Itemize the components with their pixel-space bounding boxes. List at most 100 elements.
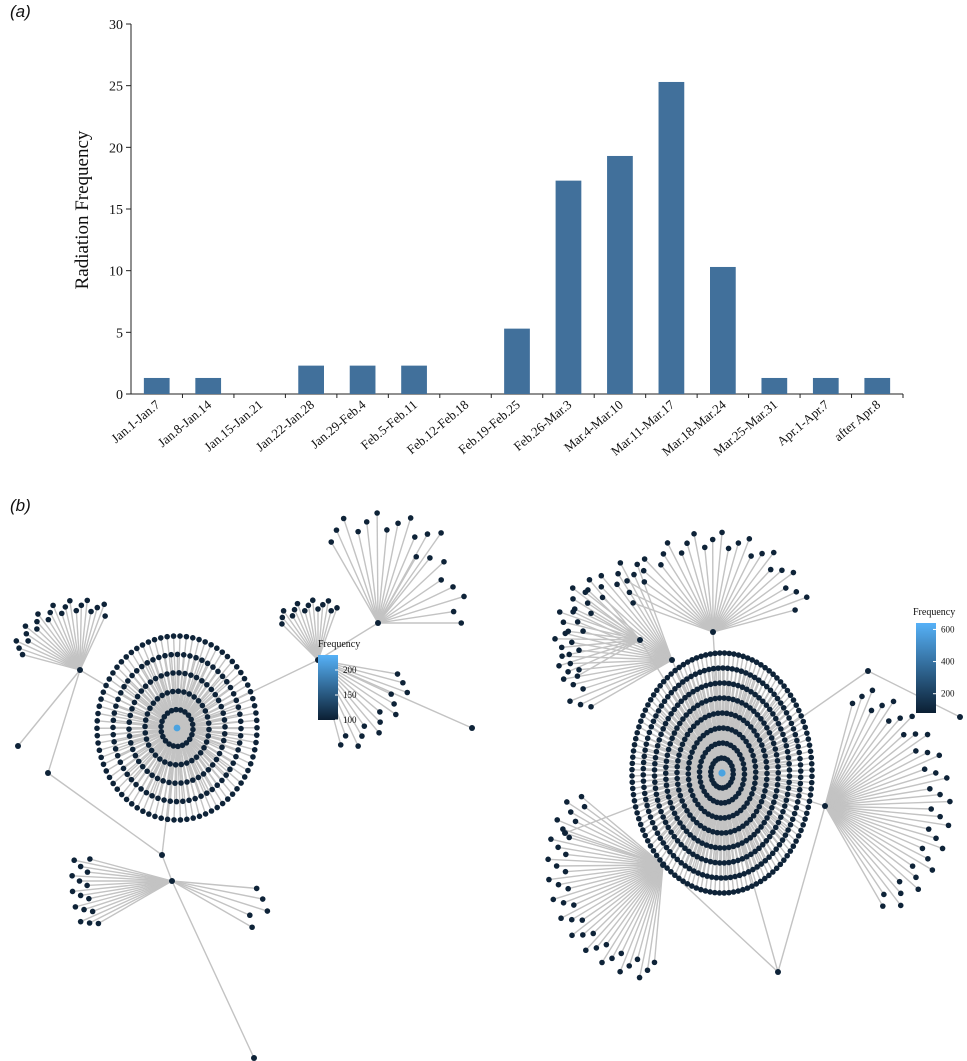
network-edge bbox=[572, 598, 641, 641]
network-edge bbox=[47, 619, 81, 671]
network-edge bbox=[824, 805, 941, 818]
network-node bbox=[777, 679, 784, 685]
network-node bbox=[735, 682, 741, 689]
network-node bbox=[664, 752, 671, 759]
network-node bbox=[203, 739, 210, 745]
network-node bbox=[671, 730, 678, 736]
network-node bbox=[665, 794, 672, 800]
network-node bbox=[22, 623, 29, 629]
network-node bbox=[555, 844, 561, 851]
network-node bbox=[192, 795, 198, 802]
network-node bbox=[738, 668, 745, 675]
network-node bbox=[735, 857, 741, 864]
network-node bbox=[94, 604, 101, 611]
network-node bbox=[909, 713, 915, 720]
network-node bbox=[562, 830, 568, 836]
network-node bbox=[690, 688, 696, 695]
network-node bbox=[102, 613, 108, 619]
network-node bbox=[15, 743, 21, 749]
network-node bbox=[577, 701, 584, 708]
network-node bbox=[220, 737, 227, 744]
network-node bbox=[129, 672, 135, 679]
network-edge bbox=[824, 734, 905, 807]
network-node bbox=[167, 761, 173, 767]
network-edge bbox=[176, 727, 238, 790]
network-node bbox=[706, 712, 713, 719]
bar bbox=[812, 377, 839, 394]
network-node bbox=[586, 576, 593, 583]
network-node bbox=[100, 761, 107, 768]
network-node bbox=[98, 754, 104, 761]
legend-ticks: 200 400 600 bbox=[933, 624, 955, 699]
network-edge bbox=[582, 864, 664, 936]
network-node bbox=[775, 776, 781, 782]
network-edge bbox=[25, 625, 81, 671]
network-node bbox=[642, 707, 649, 713]
network-edge bbox=[176, 641, 206, 729]
network-node bbox=[743, 738, 749, 745]
network-node bbox=[635, 815, 642, 822]
network-edge bbox=[601, 864, 664, 963]
network-edge bbox=[568, 864, 664, 890]
network-node bbox=[160, 778, 166, 784]
network-node bbox=[709, 536, 716, 543]
network-edge bbox=[824, 777, 947, 807]
network-node bbox=[170, 743, 177, 749]
network-node bbox=[189, 731, 195, 738]
network-node bbox=[631, 571, 637, 578]
network-edge bbox=[377, 610, 454, 624]
network-node bbox=[679, 679, 686, 685]
network-node bbox=[320, 601, 326, 608]
network-node bbox=[674, 856, 681, 863]
network-node bbox=[143, 736, 150, 742]
network-node bbox=[657, 835, 664, 842]
network-node bbox=[186, 736, 193, 743]
network-node bbox=[241, 675, 248, 682]
network-node bbox=[203, 790, 210, 796]
network-node bbox=[741, 766, 748, 772]
network-edge bbox=[666, 542, 714, 633]
network-node bbox=[629, 766, 635, 773]
network-node bbox=[34, 618, 40, 625]
network-node bbox=[247, 761, 254, 767]
network-node bbox=[238, 780, 244, 786]
network-node bbox=[186, 797, 192, 804]
network-edge bbox=[581, 864, 664, 921]
network-node bbox=[209, 786, 215, 793]
network-node bbox=[751, 831, 757, 838]
network-edge bbox=[569, 836, 664, 866]
network-node bbox=[193, 674, 200, 681]
network-edge bbox=[61, 613, 81, 671]
network-edge bbox=[824, 772, 936, 807]
network-node bbox=[687, 754, 694, 761]
network-node bbox=[236, 740, 243, 746]
network-node bbox=[230, 760, 237, 766]
network-node bbox=[413, 553, 420, 560]
network-node bbox=[546, 876, 552, 883]
network-node bbox=[566, 651, 573, 658]
network-edge bbox=[377, 523, 399, 624]
network-node bbox=[469, 725, 475, 731]
network-node bbox=[168, 651, 174, 658]
network-edge bbox=[602, 596, 673, 661]
network-node bbox=[682, 694, 688, 701]
network-node bbox=[762, 664, 768, 671]
network-edge bbox=[75, 610, 81, 671]
network-node bbox=[562, 868, 569, 875]
network-node bbox=[302, 607, 308, 614]
network-node bbox=[663, 758, 670, 764]
network-node bbox=[553, 863, 560, 869]
network-edge bbox=[712, 542, 740, 633]
network-node bbox=[710, 828, 716, 835]
network-node bbox=[670, 852, 677, 859]
network-edge bbox=[377, 517, 412, 624]
network-node bbox=[712, 726, 718, 732]
network-node bbox=[599, 594, 606, 601]
network-node bbox=[590, 930, 597, 937]
network-node bbox=[677, 746, 684, 753]
network-node bbox=[726, 844, 732, 851]
network-node bbox=[580, 628, 586, 634]
network-edge bbox=[824, 805, 885, 895]
network-node bbox=[766, 872, 772, 879]
network-node bbox=[190, 726, 196, 733]
